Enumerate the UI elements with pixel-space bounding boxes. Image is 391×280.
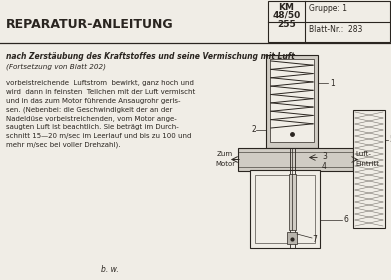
Text: Gruppe: 1: Gruppe: 1: [309, 4, 347, 13]
Bar: [255, 175, 315, 243]
Text: 6: 6: [343, 216, 348, 225]
Text: Blatt-Nr.:  283: Blatt-Nr.: 283: [309, 25, 362, 34]
Bar: [289, 174, 296, 230]
Bar: [270, 59, 314, 142]
Bar: [266, 55, 318, 148]
Text: b. w.: b. w.: [101, 265, 119, 274]
Text: 3: 3: [322, 152, 327, 161]
Bar: [287, 232, 297, 244]
Text: 7: 7: [312, 235, 317, 244]
Text: KM: KM: [278, 3, 294, 12]
Text: REPARATUR-ANLEITUNG: REPARATUR-ANLEITUNG: [6, 18, 174, 32]
Text: vorbeistreichende  Luftstrom  bewirkt, ganz hoch und
wird  dann in feinsten  Tei: vorbeistreichende Luftstrom bewirkt, gan…: [6, 80, 195, 148]
Bar: [353, 110, 385, 228]
Text: 48/50: 48/50: [273, 11, 301, 20]
Bar: [250, 170, 320, 248]
Text: 255: 255: [277, 20, 296, 29]
Text: nach Zerstäubung des Kraftstoffes und seine Vermischung mit Luft: nach Zerstäubung des Kraftstoffes und se…: [6, 52, 295, 61]
Text: Motor: Motor: [215, 162, 235, 167]
Text: Zum: Zum: [217, 151, 233, 157]
Text: (Fortsetzung von Blatt 202): (Fortsetzung von Blatt 202): [6, 63, 106, 70]
Text: 1: 1: [330, 78, 335, 87]
Text: Luft-: Luft-: [355, 151, 371, 157]
Text: 5: 5: [389, 136, 391, 144]
Text: 4: 4: [322, 162, 327, 171]
Text: 2: 2: [252, 125, 257, 134]
Bar: [268, 1, 390, 42]
Text: Eintritt: Eintritt: [355, 160, 379, 167]
Bar: [238, 148, 353, 171]
